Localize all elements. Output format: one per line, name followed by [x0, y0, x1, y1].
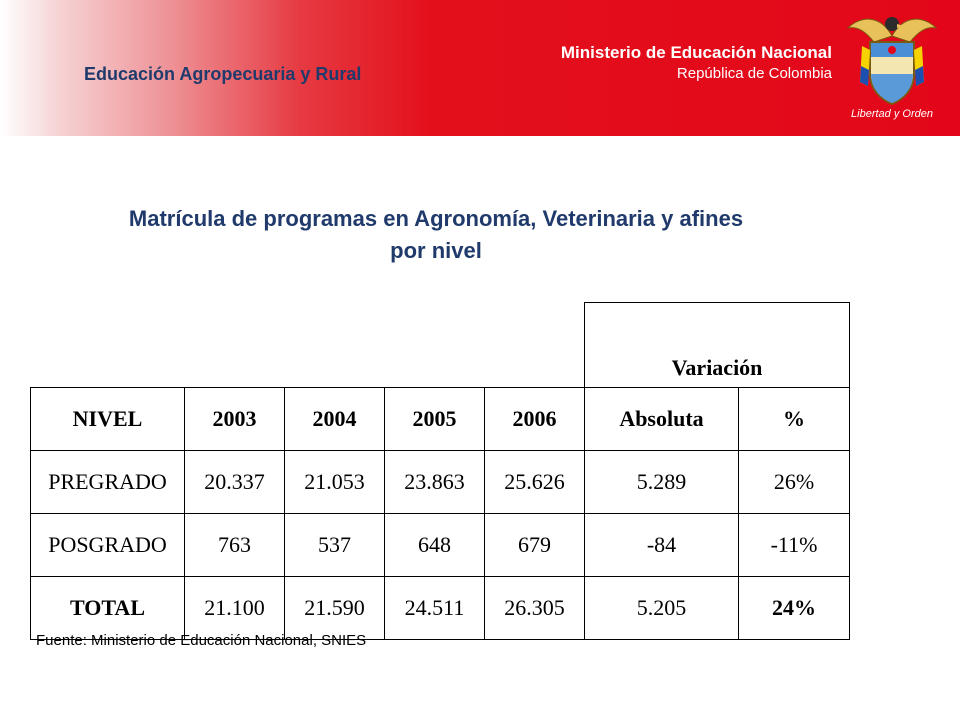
table-cell: 21.053 — [284, 450, 385, 514]
variation-header: Variación — [584, 302, 850, 388]
table-cell: 5.289 — [584, 450, 739, 514]
table-cell: 26% — [738, 450, 850, 514]
table-cell: 23.863 — [384, 450, 485, 514]
column-header: 2004 — [284, 387, 385, 451]
table-cell: 25.626 — [484, 450, 585, 514]
table-cell: POSGRADO — [30, 513, 185, 577]
table-row: PREGRADO 20.337 21.053 23.863 25.626 5.2… — [30, 450, 850, 514]
column-header: % — [738, 387, 850, 451]
slide-title-line-1: Matrícula de programas en Agronomía, Vet… — [128, 206, 744, 231]
ministry-name: Ministerio de Educación Nacional — [560, 43, 832, 62]
table-row-total: TOTAL 21.100 21.590 24.511 26.305 5.205 … — [30, 576, 850, 640]
table-cell: 26.305 — [484, 576, 585, 640]
column-header: 2005 — [384, 387, 485, 451]
table-cell: 537 — [284, 513, 385, 577]
table-cell: 21.100 — [184, 576, 285, 640]
table-cell: 679 — [484, 513, 585, 577]
enrollment-table: Variación NIVEL 2003 2004 2005 2006 Abso… — [30, 302, 850, 640]
crest-motto: Libertad y Orden — [851, 108, 933, 120]
column-header: NIVEL — [30, 387, 185, 451]
table-cell: TOTAL — [30, 576, 185, 640]
source-note: Fuente: Ministerio de Educación Nacional… — [36, 632, 367, 649]
table-cell: 763 — [184, 513, 285, 577]
section-title: Educación Agropecuaria y Rural — [84, 64, 362, 84]
table-row: POSGRADO 763 537 648 679 -84 -11% — [30, 513, 850, 577]
column-header: 2003 — [184, 387, 285, 451]
colombia-coat-of-arms-icon — [846, 17, 938, 114]
slide-title: Matrícula de programas en Agronomía, Vet… — [36, 203, 836, 267]
table-cell: PREGRADO — [30, 450, 185, 514]
column-header: 2006 — [484, 387, 585, 451]
table-cell: 24% — [738, 576, 850, 640]
slide-title-line-2: por nivel — [390, 238, 482, 263]
column-header: Absoluta — [584, 387, 739, 451]
table-cell: -84 — [584, 513, 739, 577]
table-cell: 24.511 — [384, 576, 485, 640]
table-cell: 5.205 — [584, 576, 739, 640]
ministry-country: República de Colombia — [676, 65, 832, 82]
table-header-row: NIVEL 2003 2004 2005 2006 Absoluta % — [30, 387, 850, 451]
table-cell: 648 — [384, 513, 485, 577]
header-band — [0, 0, 960, 136]
table-group-header-row: Variación — [31, 302, 850, 388]
table-cell: 21.590 — [284, 576, 385, 640]
table-cell: -11% — [738, 513, 850, 577]
table-cell: 20.337 — [184, 450, 285, 514]
ministry-block: Ministerio de Educación Nacional Repúbli… — [561, 42, 832, 84]
